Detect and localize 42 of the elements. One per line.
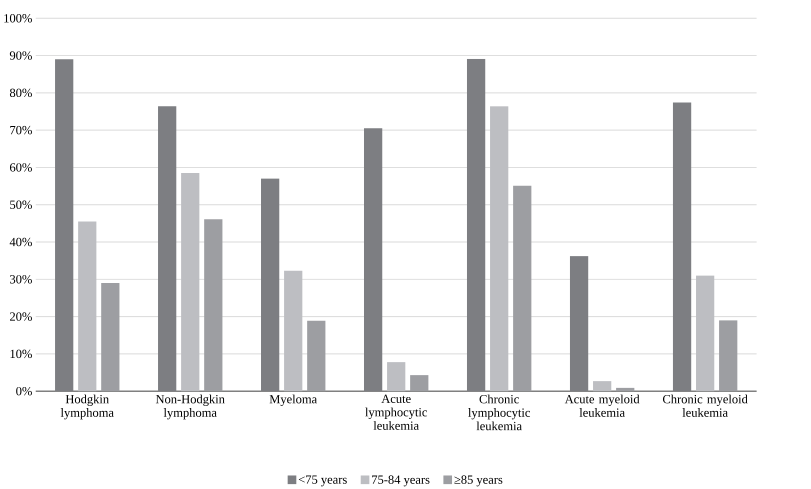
bar (364, 128, 382, 392)
bar (181, 173, 200, 392)
bar (307, 320, 326, 392)
bar (204, 219, 222, 392)
x-tick-label: Acute lymphocytic leukemia (365, 394, 428, 430)
y-tick-label: 60% (10, 163, 32, 172)
bar (387, 362, 406, 392)
bar (696, 276, 714, 392)
bar (284, 270, 302, 392)
bar (55, 59, 74, 392)
legend-label: 75-84 years (372, 475, 430, 486)
x-tick-label: Non-Hodgkin lymphoma (156, 394, 225, 420)
x-tick-label: Hodgkin lymphoma (60, 394, 114, 420)
bar (570, 256, 588, 392)
y-tick-label: 80% (10, 88, 32, 98)
bar (490, 106, 508, 392)
bar (466, 58, 486, 392)
bar (616, 388, 634, 392)
y-tick-label: 100% (4, 14, 32, 22)
y-tick-label: 90% (10, 51, 32, 60)
x-tick-label: Chronic lymphocytic leukemia (468, 394, 530, 430)
bar (261, 178, 280, 392)
x-tick-label: Myeloma (270, 394, 317, 406)
y-tick-label: 40% (10, 238, 32, 246)
y-tick-label: 70% (10, 126, 32, 134)
y-tick-label: 30% (10, 275, 32, 284)
bar (719, 320, 738, 392)
x-tick-label: Acute myeloid leukemia (564, 394, 640, 417)
y-tick-label: 20% (10, 312, 32, 321)
bar (513, 186, 532, 392)
bar (158, 106, 176, 392)
bar (672, 102, 692, 392)
y-tick-label: 0% (16, 386, 32, 396)
bar (78, 222, 96, 392)
legend-label: ≥85 years (454, 475, 502, 486)
bar (410, 375, 428, 392)
x-tick-label: Chronic myeloid leukemia (662, 394, 748, 417)
bar (593, 381, 612, 392)
bar (101, 283, 120, 392)
y-tick-label: 10% (10, 350, 32, 358)
y-tick-label: 50% (10, 200, 32, 209)
legend-label: <75 years (298, 475, 347, 486)
